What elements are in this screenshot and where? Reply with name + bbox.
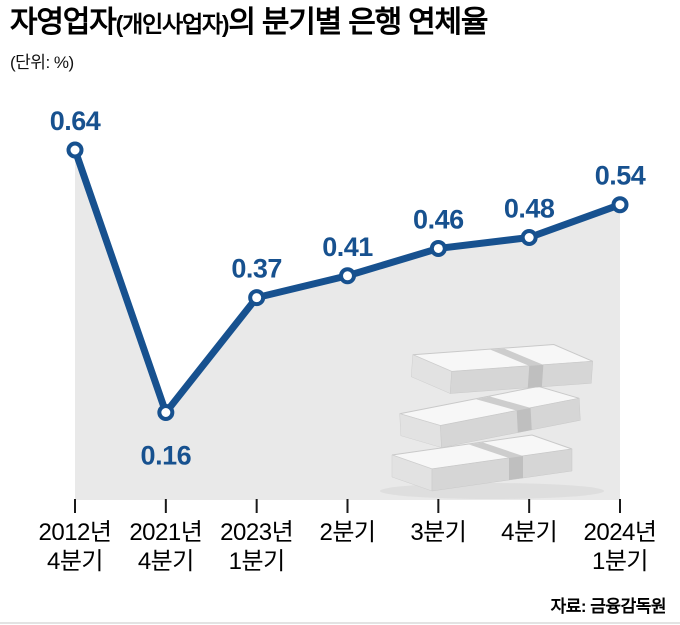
delinquency-line-chart: 2012년 4분기 2021년 4분기 2023년 1분기 2분기 3분기 4분기 2024년 1분… (39, 106, 657, 575)
x-axis-label: 2분기 (319, 519, 375, 546)
bottom-divider (0, 622, 680, 624)
data-point-marker (248, 289, 266, 307)
value-label: 0.46 (413, 204, 464, 234)
data-point-marker (66, 141, 84, 159)
chart-foreground-layer: 2012년 4분기 2021년 4분기 2023년 1분기 2분기 3분기 4분기 2024년 1분… (39, 106, 657, 575)
title-paren: (개인사업자) (115, 11, 230, 37)
data-point-marker (157, 404, 175, 421)
title-main: 자영업자 (10, 6, 117, 39)
value-label: 0.48 (504, 194, 555, 224)
x-axis-label: 2023년 1분기 (220, 519, 293, 575)
x-axis-label: 4분기 (501, 519, 557, 546)
unit-label: (단위: %) (10, 52, 74, 72)
x-axis-label: 3분기 (410, 519, 466, 546)
x-axis-label: 2021년 4분기 (129, 519, 202, 575)
value-label: 0.64 (50, 106, 101, 136)
data-point-marker (611, 196, 629, 214)
value-label: 0.37 (231, 254, 282, 284)
title-rest: 의 분기별 은행 연체율 (228, 6, 488, 39)
page-title: 자영업자(개인사업자)의 분기별 은행 연체율 (10, 6, 489, 41)
x-axis-label: 2024년 1분기 (584, 519, 657, 575)
data-point-marker (429, 239, 447, 257)
money-stack-shadow (380, 483, 604, 499)
data-point-marker (520, 229, 538, 246)
source-label: 자료: 금융감독원 (550, 597, 667, 616)
money-stack-icon (380, 334, 604, 499)
value-label: 0.16 (141, 441, 192, 471)
value-label: 0.54 (595, 161, 646, 191)
chart-header: 자영업자(개인사업자)의 분기별 은행 연체율 (단위: %) (10, 6, 489, 73)
data-point-marker (339, 267, 356, 285)
x-axis-label: 2012년 4분기 (39, 519, 112, 575)
value-label: 0.41 (322, 232, 373, 262)
